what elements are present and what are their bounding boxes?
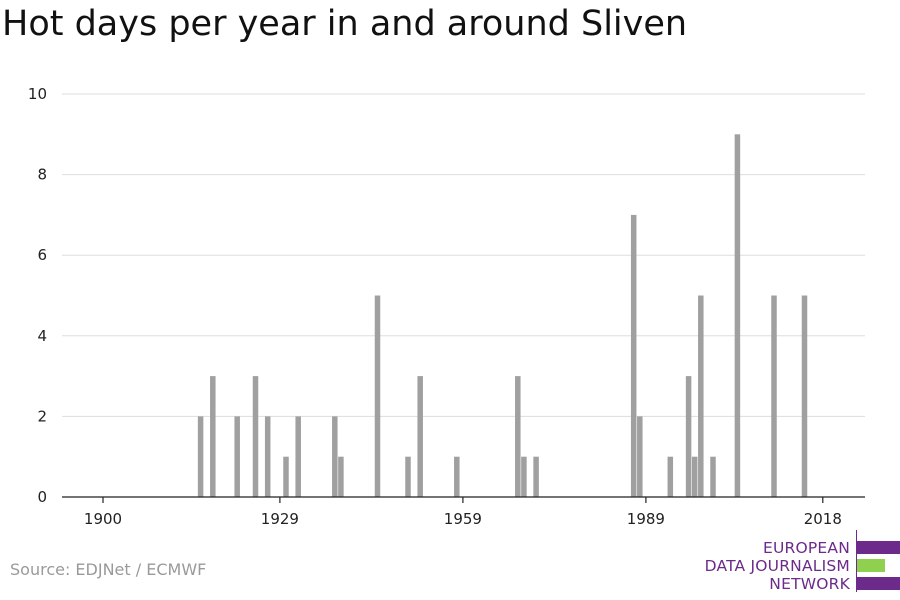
logo-bar-green [857, 559, 885, 572]
bar-1958 [454, 456, 460, 497]
bar-1950 [405, 456, 411, 497]
logo-bar-purple-bottom [857, 577, 900, 590]
logo-bar-purple-top [857, 541, 900, 554]
bar-1939 [338, 456, 344, 497]
bar-2010 [771, 295, 777, 497]
axes [62, 496, 865, 503]
bar-1968 [515, 376, 521, 497]
chart-title: Hot days per year in and around Sliven [2, 4, 688, 44]
bar-1930 [283, 456, 289, 497]
bar-1918 [210, 376, 216, 497]
logo-line-1: EUROPEAN [762, 539, 850, 557]
source-note: Source: EDJNet / ECMWF [10, 560, 207, 579]
bar-1993 [667, 456, 674, 497]
y-tick-labels: 0 2 4 6 8 10 [28, 85, 47, 506]
y-tick-label-0: 0 [37, 488, 47, 506]
edjnet-logo: EUROPEAN DATA JOURNALISM NETWORK [700, 530, 900, 595]
bar-1988 [637, 416, 643, 497]
y-tick-label-8: 8 [37, 166, 47, 184]
logo-line-3: NETWORK [769, 575, 850, 593]
x-tick-label-2018: 2018 [804, 510, 842, 528]
y-tick-label-4: 4 [37, 327, 47, 345]
gridlines [62, 93, 865, 417]
bar-2000 [710, 456, 716, 497]
bar-1997 [691, 456, 698, 497]
bar-1916 [197, 416, 204, 497]
x-tick-label-1989: 1989 [627, 510, 665, 528]
bar-1925 [252, 376, 259, 497]
bar-2004 [734, 134, 741, 498]
bar-2015 [801, 295, 808, 497]
y-tick-label-6: 6 [37, 246, 47, 264]
bar-1932 [295, 416, 301, 497]
bar-1996 [685, 376, 692, 497]
bar-1945 [374, 295, 381, 497]
bar-1927 [264, 416, 271, 497]
x-tick-label-1959: 1959 [444, 510, 482, 528]
y-tick-label-2: 2 [37, 407, 47, 425]
x-tick-labels: 1900 1929 1959 1989 2018 [84, 510, 842, 528]
bar-1998 [698, 295, 704, 497]
bar-1922 [234, 416, 240, 497]
y-tick-label-10: 10 [28, 85, 47, 103]
x-tick-label-1929: 1929 [261, 510, 299, 528]
x-tick-label-1900: 1900 [84, 510, 122, 528]
logo-divider [856, 530, 857, 592]
bar-1952 [417, 376, 423, 497]
bar-1969 [521, 456, 527, 497]
logo-line-2: DATA JOURNALISM [704, 557, 850, 575]
bar-1938 [332, 416, 338, 497]
bars [197, 134, 808, 498]
bar-1987 [630, 214, 637, 497]
bar-1971 [533, 456, 539, 497]
